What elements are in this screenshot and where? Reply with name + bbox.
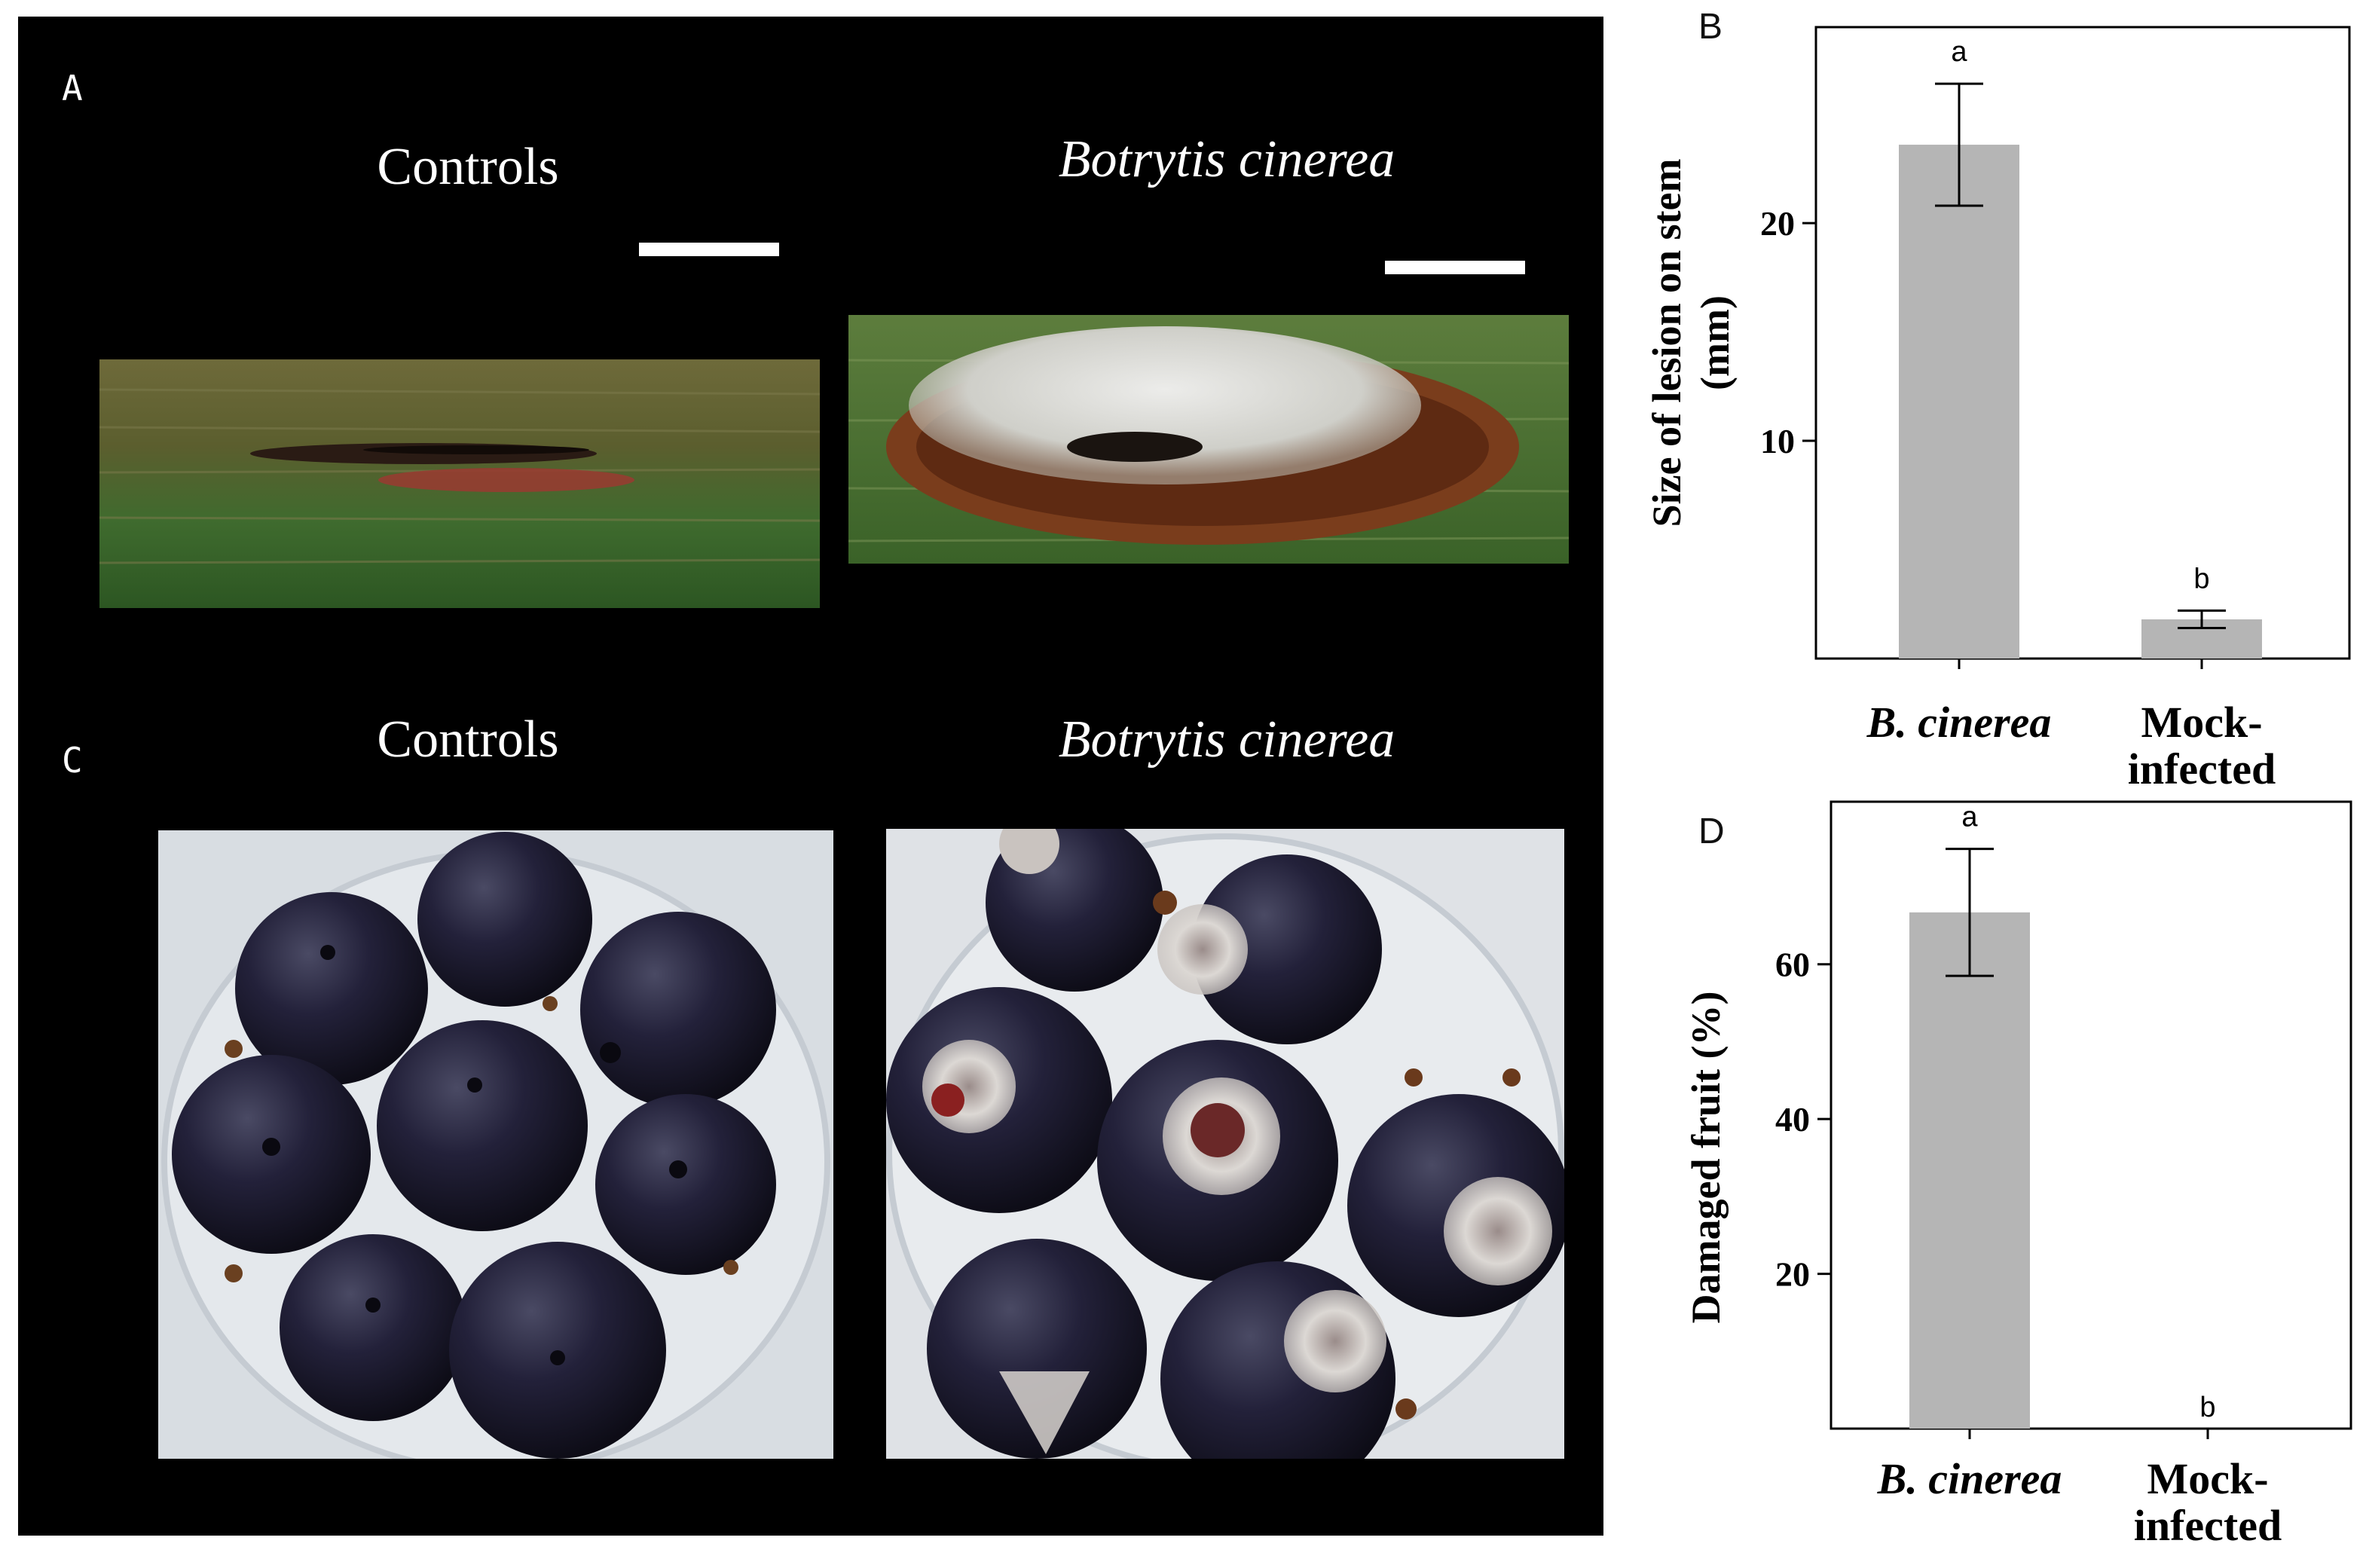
panel-a-controls-label: Controls [377, 138, 559, 196]
photo-panels: A Controls Botrytis cinerea [18, 17, 1603, 1536]
panel-b-significance-letter: b [2193, 563, 2209, 594]
panel-b-ylabel-line: (mm) [1692, 295, 1738, 390]
panel-c-controls-label: Controls [377, 711, 559, 769]
panel-d-bar [1909, 912, 2030, 1429]
panel-b-ylabel: Size of lesion on stem(mm) [1644, 159, 1738, 527]
panel-d-plot-frame [1830, 800, 2352, 1430]
panel-d-ytick-label: 60 [1775, 946, 1810, 984]
panel-d-category-label: Mock- [2147, 1454, 2268, 1503]
panel-b-bar [1899, 145, 2019, 659]
panel-a-letter: A [62, 68, 83, 109]
scale-bar-controls [639, 243, 779, 256]
panel-b-category-label: infected [2128, 744, 2276, 793]
panel-b-ytick-label: 10 [1760, 422, 1795, 460]
panel-c-letter: C [62, 740, 83, 781]
panel-b-plot-frame [1814, 26, 2351, 660]
panel-c-botrytis-label: Botrytis cinerea [1058, 711, 1395, 769]
panel-d-ytick-label: 20 [1775, 1255, 1810, 1294]
panel-b-letter: B [1698, 7, 1723, 47]
panel-b-category-label: Mock- [2141, 698, 2262, 747]
panel-d-ytick-label: 40 [1775, 1100, 1810, 1139]
panel-d-letter: D [1698, 812, 1725, 851]
panel-b-category-label: B. cinerea [1866, 698, 2052, 747]
panel-d-category-label: B. cinerea [1877, 1454, 2062, 1503]
panel-d-ylabel: Damaged fruit (%) [1683, 992, 1729, 1324]
panel-d-category-label: infected [2134, 1501, 2282, 1550]
panel-d-significance-letter: b [2199, 1392, 2215, 1423]
control-stem-photo [99, 359, 820, 608]
panel-b-ylabel-line: Size of lesion on stem [1644, 159, 1689, 527]
panel-d-significance-letter: a [1961, 802, 1978, 833]
panel-b-significance-letter: a [1951, 36, 1967, 68]
panel-d-ylabel-line: Damaged fruit (%) [1683, 992, 1729, 1324]
panel-a-botrytis-label: Botrytis cinerea [1058, 130, 1395, 188]
infected-stem-photo [848, 315, 1569, 564]
infected-berries-photo [886, 829, 1564, 1459]
scale-bar-botrytis [1385, 261, 1525, 274]
control-berries-photo [158, 830, 833, 1459]
panel-b-ytick-label: 20 [1760, 204, 1795, 243]
